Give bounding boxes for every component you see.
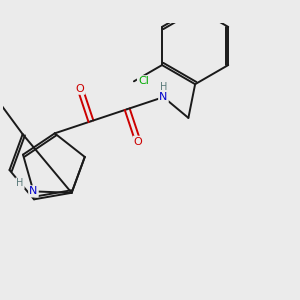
Text: N: N: [29, 186, 38, 197]
Text: O: O: [76, 84, 85, 94]
Text: H: H: [16, 178, 24, 188]
Text: H: H: [160, 82, 167, 92]
Text: N: N: [159, 92, 168, 102]
Text: Cl: Cl: [138, 76, 149, 86]
Text: O: O: [134, 137, 142, 147]
